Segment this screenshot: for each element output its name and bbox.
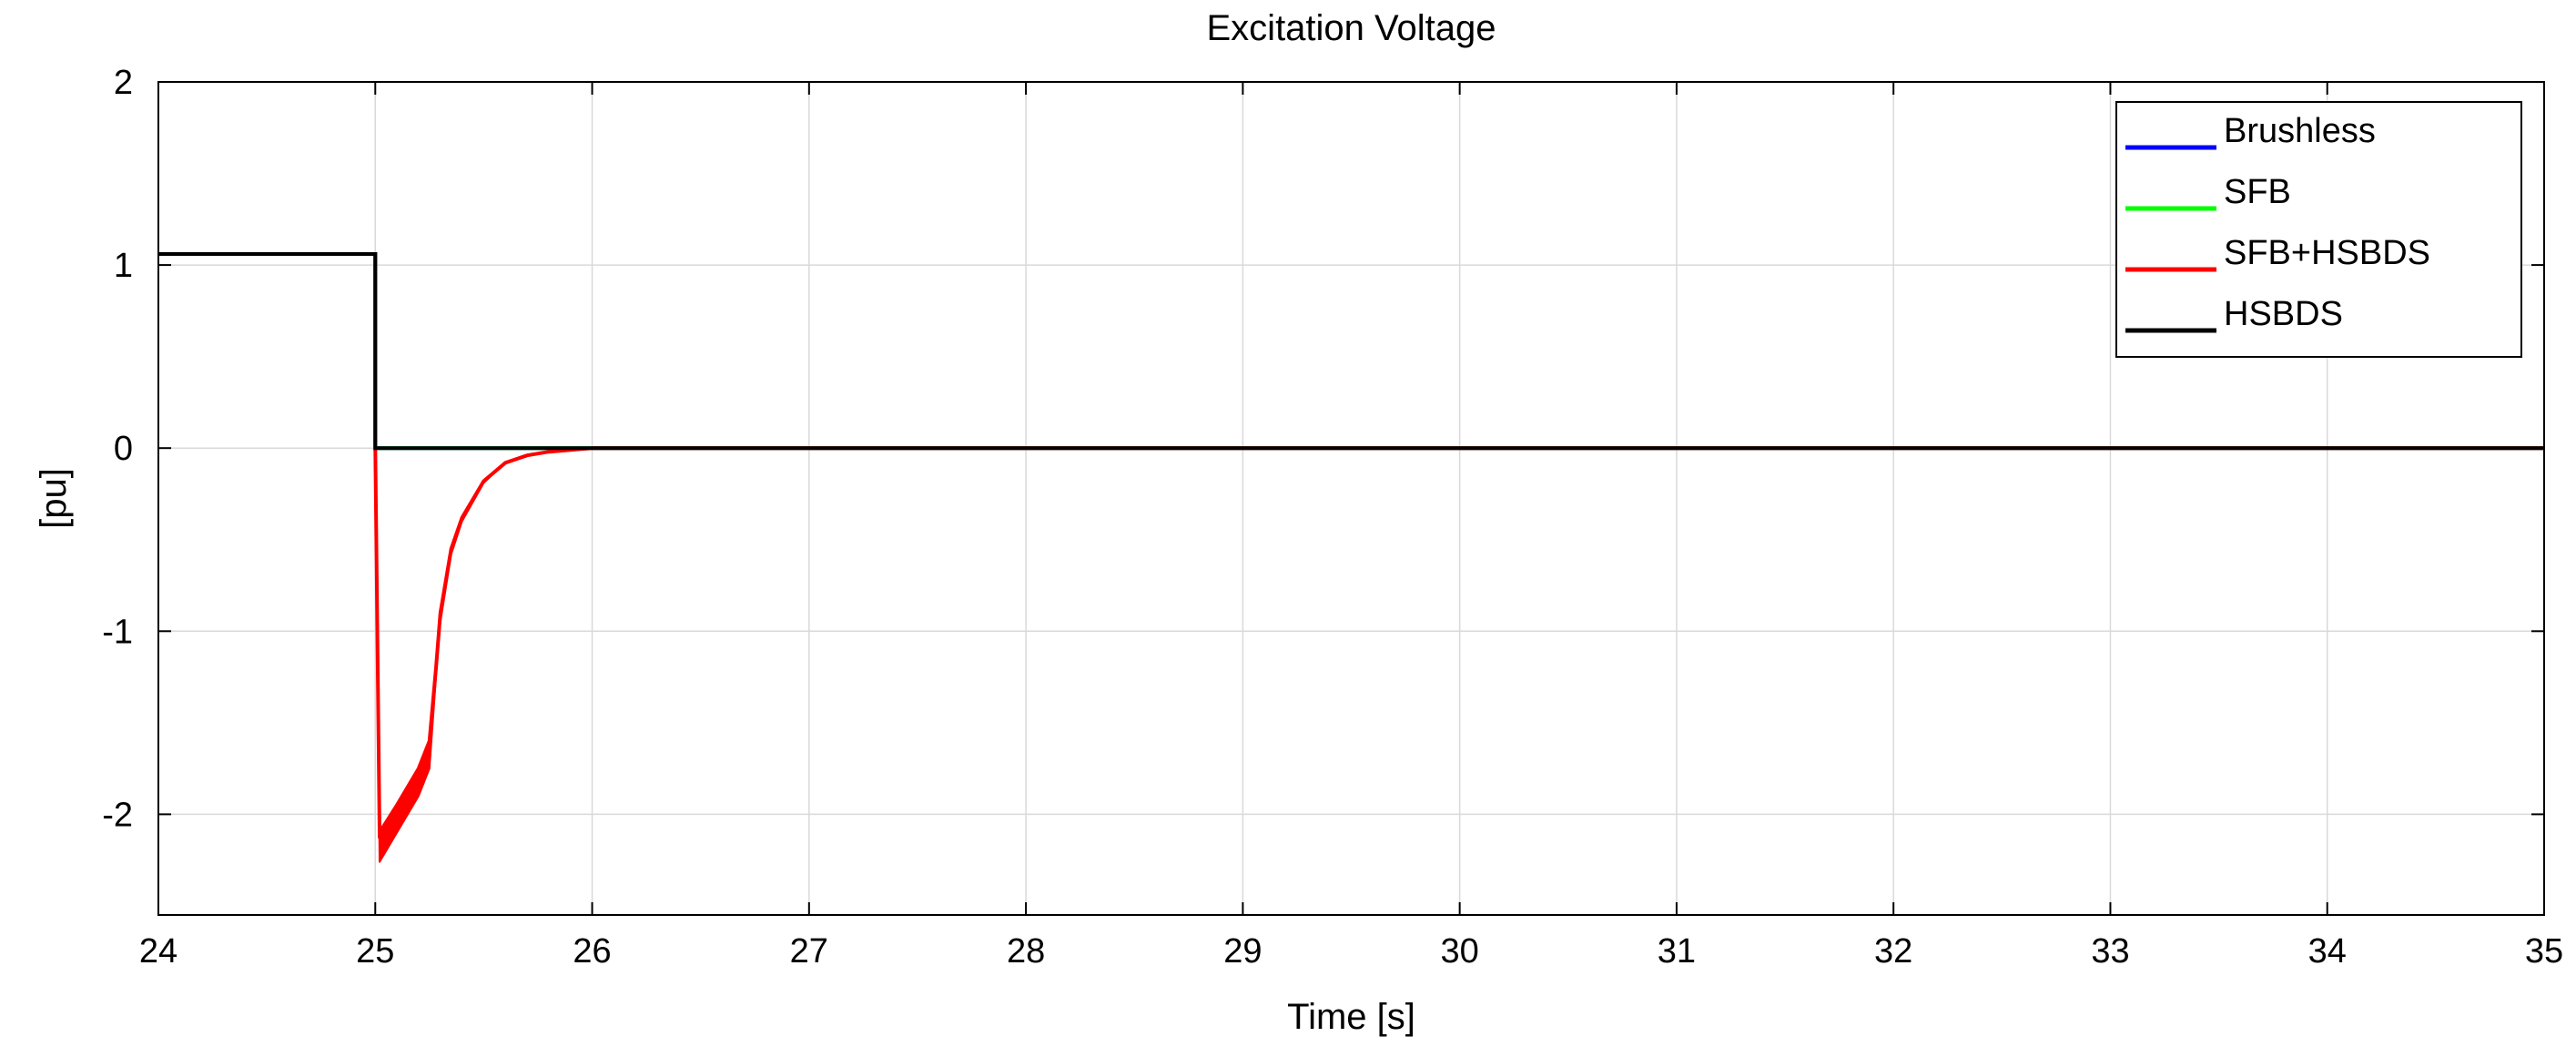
y-tick-label: 2 <box>114 64 133 102</box>
legend-label: HSBDS <box>2224 295 2343 333</box>
x-tick-label: 34 <box>2308 932 2347 971</box>
x-tick-label: 24 <box>139 932 177 971</box>
y-tick-label: -1 <box>102 613 133 651</box>
x-tick-label: 26 <box>573 932 611 971</box>
x-tick-label: 32 <box>1874 932 1912 971</box>
legend: Brushless SFB SFB+HSBDS HSBDS <box>2115 101 2522 358</box>
plot-frame <box>157 81 2545 916</box>
y-tick-label: -2 <box>102 796 133 834</box>
legend-label: SFB+HSBDS <box>2224 234 2430 272</box>
x-tick-label: 33 <box>2091 932 2129 971</box>
x-tick-label: 35 <box>2525 932 2563 971</box>
legend-box <box>2115 101 2522 358</box>
axis-ticks: 24 25 26 27 28 29 30 31 32 33 34 35 -2 -1 0 1 2 <box>102 64 2563 971</box>
x-tick-label: 27 <box>790 932 828 971</box>
series-line-sfb-hsbds <box>158 252 2544 839</box>
legend-label: Brushless <box>2224 112 2376 150</box>
x-tick-label: 30 <box>1440 932 1478 971</box>
series-group <box>157 252 2545 863</box>
y-tick-label: 0 <box>114 430 133 468</box>
x-tick-label: 29 <box>1223 932 1262 971</box>
x-tick-label: 31 <box>1658 932 1696 971</box>
x-axis-label: Time [s] <box>1287 997 1415 1037</box>
x-tick-label: 28 <box>1007 932 1045 971</box>
chart-title: Excitation Voltage <box>1207 8 1496 48</box>
series-line-hsbds <box>158 252 2544 451</box>
y-tick-label: 1 <box>114 247 133 285</box>
legend-label: SFB <box>2224 173 2291 211</box>
x-tick-label: 25 <box>356 932 394 971</box>
y-axis-label: [pu] <box>34 468 74 529</box>
